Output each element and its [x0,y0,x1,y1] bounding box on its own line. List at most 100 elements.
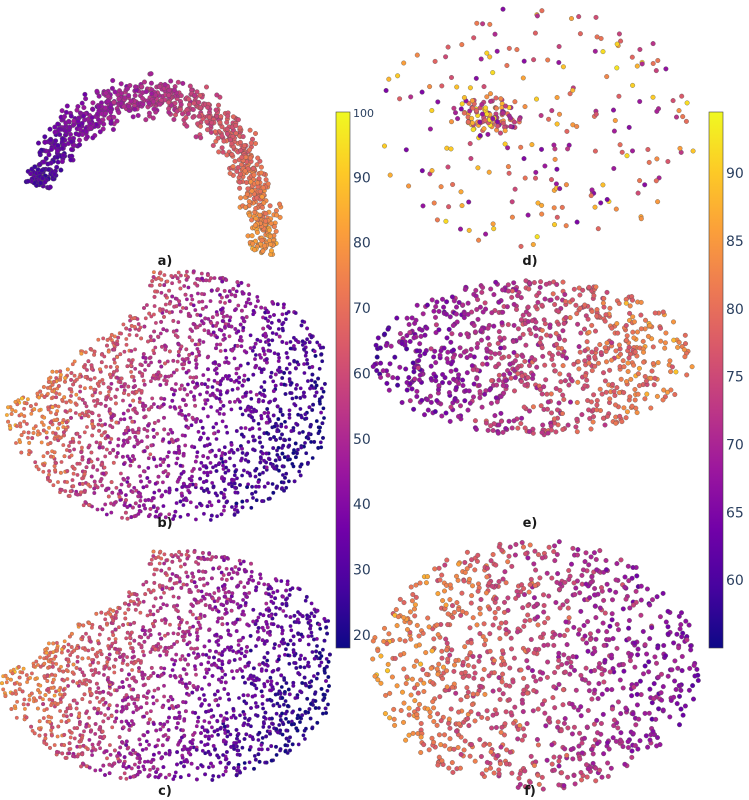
scatter-point [287,408,292,413]
scatter-point [38,655,42,660]
scatter-point [189,293,194,298]
scatter-point [287,377,292,381]
scatter-point [74,107,80,113]
scatter-point [94,88,100,94]
scatter-point [115,451,120,456]
scatter-point [303,353,308,358]
scatter-point [216,149,222,155]
scatter-point [284,311,289,316]
scatter-point [286,454,290,459]
scatter-point [95,695,99,700]
scatter-point [162,427,167,432]
scatter-point [265,658,270,663]
scatter-point [253,341,258,346]
scatter-point [71,118,77,124]
scatter-point [171,440,176,444]
scatter-point [125,440,130,445]
scatter-point [53,468,57,473]
scatter-point [225,734,230,739]
scatter-point [162,552,167,557]
scatter-point [87,503,91,507]
scatter-point [105,338,110,342]
scatter-point [163,775,168,780]
scatter-point [250,415,254,420]
scatter-point [139,389,144,393]
scatter-point [160,307,165,312]
scatter-point [204,305,209,309]
scatter-point [142,449,147,454]
scatter-point [230,477,234,482]
scatter-point [272,466,277,471]
scatter-point [265,414,270,419]
scatter-point [81,503,86,508]
scatter-point [188,390,193,395]
scatter-point [265,747,270,752]
scatter-point [137,669,141,674]
scatter-point [51,395,55,400]
scatter-point [101,336,106,341]
scatter-point [280,732,285,737]
scatter-point [42,134,48,140]
scatter-point [165,454,170,459]
scatter-point [143,356,148,361]
scatter-point [202,583,206,588]
scatter-point [204,119,210,125]
scatter-point [21,666,26,671]
scatter-point [269,679,274,684]
scatter-point [251,308,256,313]
scatter-point [93,732,98,736]
scatter-point [67,444,71,448]
scatter-point [97,129,103,135]
scatter-point [242,379,247,383]
scatter-point [220,419,225,424]
scatter-point [25,422,29,426]
scatter-point [180,755,185,760]
scatter-point [108,752,113,757]
scatter-point [46,167,52,172]
scatter-point [201,373,206,378]
scatter-point [294,338,298,342]
scatter-point [299,462,304,467]
scatter-point [148,379,153,384]
scatter-point [326,702,330,707]
scatter-point [280,312,285,317]
scatter-point [126,408,131,413]
scatter-point [118,101,124,106]
scatter-point [100,445,105,450]
scatter-point [215,380,220,385]
scatter-point [264,465,269,470]
scatter-point [10,408,15,412]
scatter-point [172,662,177,667]
scatter-point [95,485,100,490]
scatter-point [89,450,94,455]
scatter-point [284,597,288,602]
scatter-point [207,655,212,660]
scatter-point [206,367,210,372]
scatter-point [274,212,280,218]
scatter-point [151,695,155,699]
scatter-point [106,115,112,121]
scatter-point [184,273,188,278]
scatter-point [106,494,111,499]
scatter-point [25,680,30,684]
scatter-point [82,472,87,477]
scatter-point [323,382,327,386]
scatter-point [79,450,84,455]
scatter-point [207,703,212,707]
scatter-point [262,352,267,357]
scatter-point [107,407,112,412]
scatter-point [283,475,287,480]
scatter-point [255,155,261,161]
scatter-point [170,398,175,403]
scatter-point [270,331,275,335]
scatter-point [174,461,179,466]
scatter-point [273,383,278,388]
scatter-point [44,435,49,440]
scatter-point [258,455,263,460]
scatter-point [100,507,105,512]
scatter-point [224,278,229,282]
scatter-point [250,484,255,489]
scatter-point [205,504,210,509]
scatter-point [139,336,144,341]
